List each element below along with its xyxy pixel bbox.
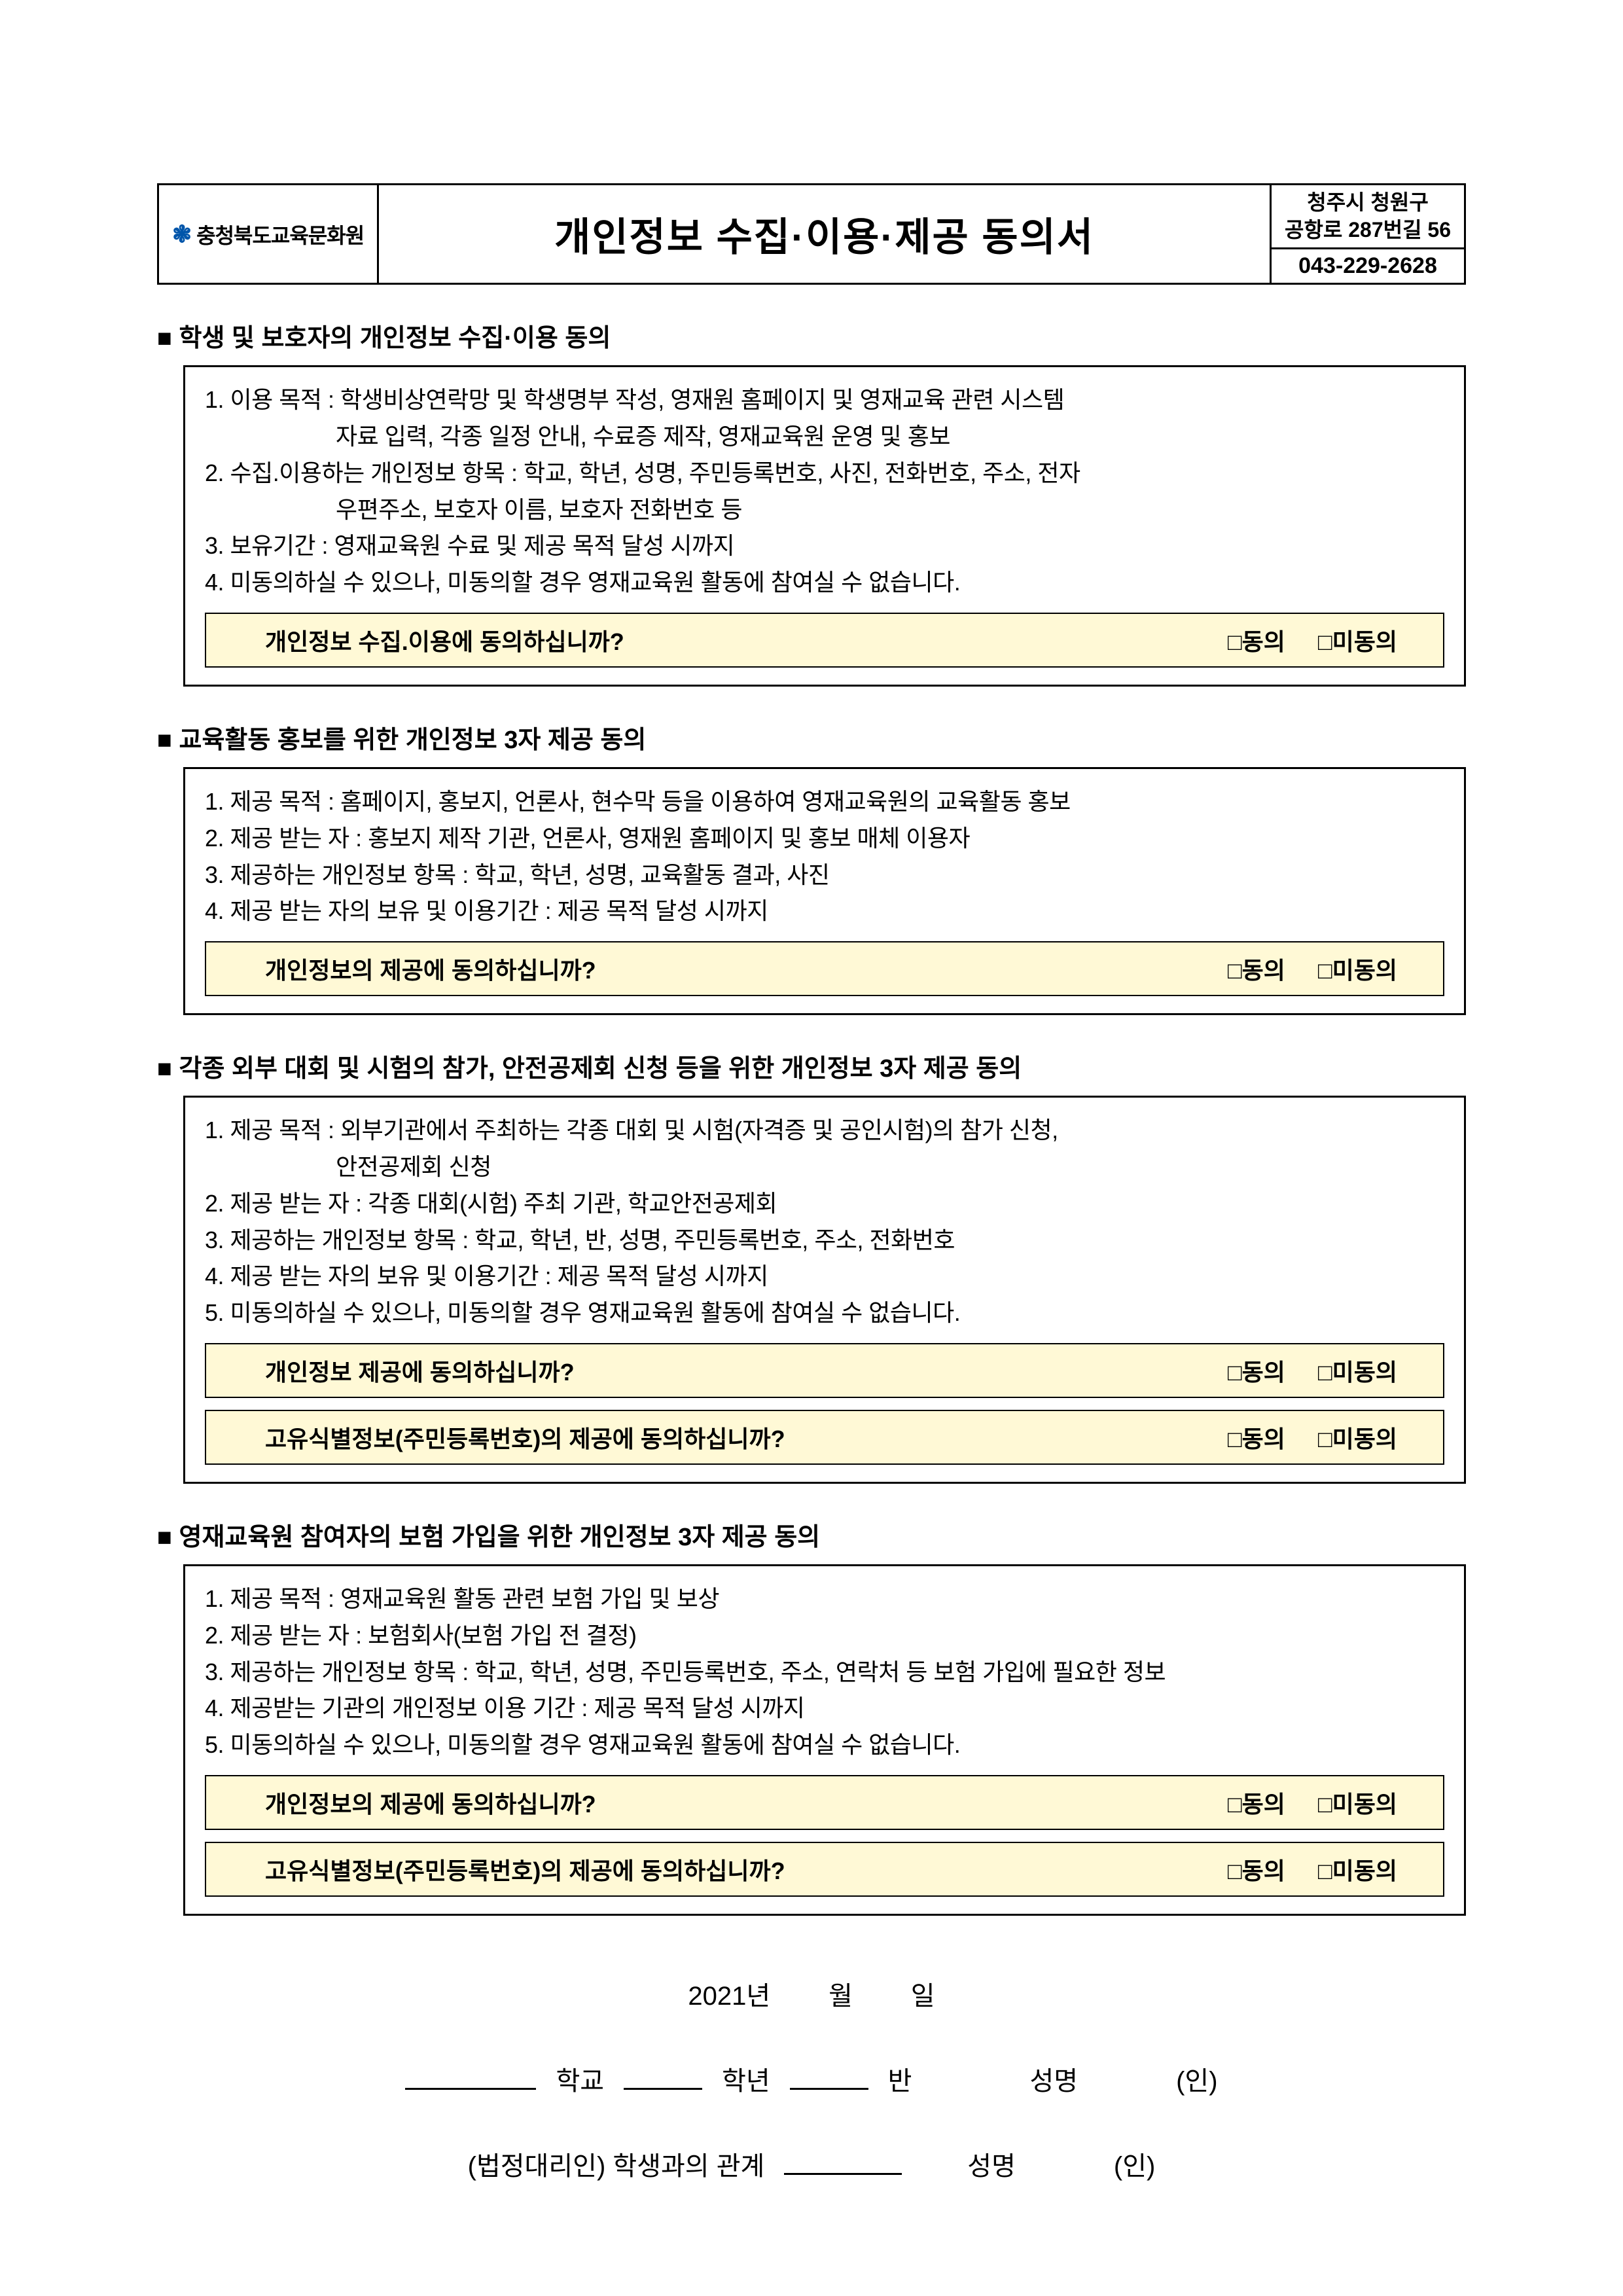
consent-question: 개인정보 제공에 동의하십니까?	[226, 1354, 1228, 1388]
box-line: 자료 입력, 각종 일정 안내, 수료증 제작, 영재교육원 운영 및 홍보	[205, 418, 1444, 455]
day-label: 일	[911, 1982, 935, 2011]
consent-bar: 개인정보의 제공에 동의하십니까?□동의 □미동의	[205, 941, 1444, 996]
guardian-relation-field[interactable]	[784, 2144, 902, 2175]
box-line: 안전공제회 신청	[205, 1149, 1444, 1185]
class-label: 반	[888, 2060, 912, 2098]
month-label: 월	[829, 1982, 853, 2011]
consent-agree-checkbox[interactable]: □동의	[1228, 1420, 1285, 1454]
consent-bar: 고유식별정보(주민등록번호)의 제공에 동의하십니까?□동의 □미동의	[205, 1842, 1444, 1897]
section-box: 1. 제공 목적 : 홈페이지, 홍보지, 언론사, 현수막 등을 이용하여 영…	[183, 767, 1466, 1015]
consent-options: □동의 □미동의	[1228, 1420, 1423, 1454]
class-field[interactable]	[790, 2058, 868, 2090]
box-line: 3. 제공하는 개인정보 항목 : 학교, 학년, 성명, 주민등록번호, 주소…	[205, 1654, 1444, 1691]
org-phone: 043-229-2628	[1272, 249, 1466, 285]
consent-options: □동의 □미동의	[1228, 1354, 1423, 1388]
section-box: 1. 이용 목적 : 학생비상연락망 및 학생명부 작성, 영재원 홈페이지 및…	[183, 365, 1466, 687]
section-title: 각종 외부 대회 및 시험의 참가, 안전공제회 신청 등을 위한 개인정보 3…	[157, 1048, 1466, 1084]
student-signature-row: 학교 학년 반 성명 (인)	[157, 2058, 1466, 2098]
student-name-label: 성명	[1029, 2060, 1078, 2098]
guardian-prefix: (법정대리인) 학생과의 관계	[468, 2145, 765, 2183]
student-seal: (인)	[1176, 2060, 1217, 2098]
box-line: 4. 미동의하실 수 있으나, 미동의할 경우 영재교육원 활동에 참여실 수 …	[205, 564, 1444, 601]
consent-disagree-checkbox[interactable]: □미동의	[1318, 1354, 1397, 1388]
consent-question: 개인정보의 제공에 동의하십니까?	[226, 1785, 1228, 1820]
box-line: 4. 제공 받는 자의 보유 및 이용기간 : 제공 목적 달성 시까지	[205, 893, 1444, 929]
consent-disagree-checkbox[interactable]: □미동의	[1318, 1420, 1397, 1454]
consent-options: □동의 □미동의	[1228, 623, 1423, 657]
consent-disagree-checkbox[interactable]: □미동의	[1318, 952, 1397, 986]
guardian-signature-row: (법정대리인) 학생과의 관계 성명 (인)	[157, 2144, 1466, 2183]
box-line: 2. 제공 받는 자 : 홍보지 제작 기관, 언론사, 영재원 홈페이지 및 …	[205, 820, 1444, 857]
consent-question: 개인정보의 제공에 동의하십니까?	[226, 952, 1228, 986]
section-box: 1. 제공 목적 : 외부기관에서 주최하는 각종 대회 및 시험(자격증 및 …	[183, 1096, 1466, 1484]
consent-question: 고유식별정보(주민등록번호)의 제공에 동의하십니까?	[226, 1420, 1228, 1454]
section-title: 교육활동 홍보를 위한 개인정보 3자 제공 동의	[157, 719, 1466, 755]
consent-agree-checkbox[interactable]: □동의	[1228, 623, 1285, 657]
consent-options: □동의 □미동의	[1228, 1785, 1423, 1820]
box-line: 2. 수집.이용하는 개인정보 항목 : 학교, 학년, 성명, 주민등록번호,…	[205, 455, 1444, 492]
box-line: 2. 제공 받는 자 : 각종 대회(시험) 주최 기관, 학교안전공제회	[205, 1185, 1444, 1222]
org-address: 청주시 청원구 공항로 287번길 56	[1272, 183, 1466, 249]
school-field[interactable]	[405, 2058, 536, 2090]
box-line: 우편주소, 보호자 이름, 보호자 전화번호 등	[205, 492, 1444, 528]
signature-date: 2021년 월 일	[157, 1975, 1466, 2013]
consent-disagree-checkbox[interactable]: □미동의	[1318, 623, 1397, 657]
box-line: 1. 제공 목적 : 외부기관에서 주최하는 각종 대회 및 시험(자격증 및 …	[205, 1112, 1444, 1149]
consent-bar: 개인정보 제공에 동의하십니까?□동의 □미동의	[205, 1343, 1444, 1398]
consent-question: 고유식별정보(주민등록번호)의 제공에 동의하십니까?	[226, 1852, 1228, 1886]
section-title: 영재교육원 참여자의 보험 가입을 위한 개인정보 3자 제공 동의	[157, 1516, 1466, 1552]
section-box: 1. 제공 목적 : 영재교육원 활동 관련 보험 가입 및 보상2. 제공 받…	[183, 1564, 1466, 1916]
document-title: 개인정보 수집·이용·제공 동의서	[379, 183, 1272, 285]
consent-options: □동의 □미동의	[1228, 1852, 1423, 1886]
consent-options: □동의 □미동의	[1228, 952, 1423, 986]
consent-disagree-checkbox[interactable]: □미동의	[1318, 1852, 1397, 1886]
box-line: 5. 미동의하실 수 있으나, 미동의할 경우 영재교육원 활동에 참여실 수 …	[205, 1295, 1444, 1331]
consent-agree-checkbox[interactable]: □동의	[1228, 952, 1285, 986]
consent-agree-checkbox[interactable]: □동의	[1228, 1852, 1285, 1886]
org-logo-cell: ❃ 충청북도교육문화원	[157, 183, 379, 285]
signature-block: 2021년 월 일 학교 학년 반 성명 (인) (법정대리인) 학생과의 관계…	[157, 1975, 1466, 2183]
box-line: 2. 제공 받는 자 : 보험회사(보험 가입 전 결정)	[205, 1617, 1444, 1654]
box-line: 3. 제공하는 개인정보 항목 : 학교, 학년, 반, 성명, 주민등록번호,…	[205, 1222, 1444, 1259]
org-name: 충청북도교육문화원	[196, 219, 364, 249]
guardian-name-label: 성명	[967, 2145, 1016, 2183]
box-line: 5. 미동의하실 수 있으나, 미동의할 경우 영재교육원 활동에 참여실 수 …	[205, 1727, 1444, 1763]
box-line: 1. 제공 목적 : 영재교육원 활동 관련 보험 가입 및 보상	[205, 1581, 1444, 1617]
document-header: ❃ 충청북도교육문화원 개인정보 수집·이용·제공 동의서 청주시 청원구 공항…	[157, 183, 1466, 285]
consent-disagree-checkbox[interactable]: □미동의	[1318, 1785, 1397, 1820]
logo-icon: ❃	[172, 221, 191, 248]
consent-bar: 개인정보의 제공에 동의하십니까?□동의 □미동의	[205, 1775, 1444, 1830]
grade-label: 학년	[722, 2060, 770, 2098]
consent-bar: 개인정보 수집.이용에 동의하십니까?□동의 □미동의	[205, 613, 1444, 668]
year-label: 2021년	[688, 1982, 770, 2011]
guardian-seal: (인)	[1114, 2145, 1155, 2183]
grade-field[interactable]	[624, 2058, 702, 2090]
box-line: 3. 제공하는 개인정보 항목 : 학교, 학년, 성명, 교육활동 결과, 사…	[205, 857, 1444, 893]
box-line: 4. 제공받는 기관의 개인정보 이용 기간 : 제공 목적 달성 시까지	[205, 1690, 1444, 1727]
section-title: 학생 및 보호자의 개인정보 수집·이용 동의	[157, 317, 1466, 353]
box-line: 3. 보유기간 : 영재교육원 수료 및 제공 목적 달성 시까지	[205, 528, 1444, 564]
consent-agree-checkbox[interactable]: □동의	[1228, 1785, 1285, 1820]
consent-agree-checkbox[interactable]: □동의	[1228, 1354, 1285, 1388]
consent-question: 개인정보 수집.이용에 동의하십니까?	[226, 623, 1228, 657]
consent-bar: 고유식별정보(주민등록번호)의 제공에 동의하십니까?□동의 □미동의	[205, 1410, 1444, 1465]
address-column: 청주시 청원구 공항로 287번길 56 043-229-2628	[1272, 183, 1466, 285]
box-line: 1. 제공 목적 : 홈페이지, 홍보지, 언론사, 현수막 등을 이용하여 영…	[205, 783, 1444, 820]
school-label: 학교	[556, 2060, 604, 2098]
box-line: 1. 이용 목적 : 학생비상연락망 및 학생명부 작성, 영재원 홈페이지 및…	[205, 382, 1444, 418]
box-line: 4. 제공 받는 자의 보유 및 이용기간 : 제공 목적 달성 시까지	[205, 1258, 1444, 1295]
